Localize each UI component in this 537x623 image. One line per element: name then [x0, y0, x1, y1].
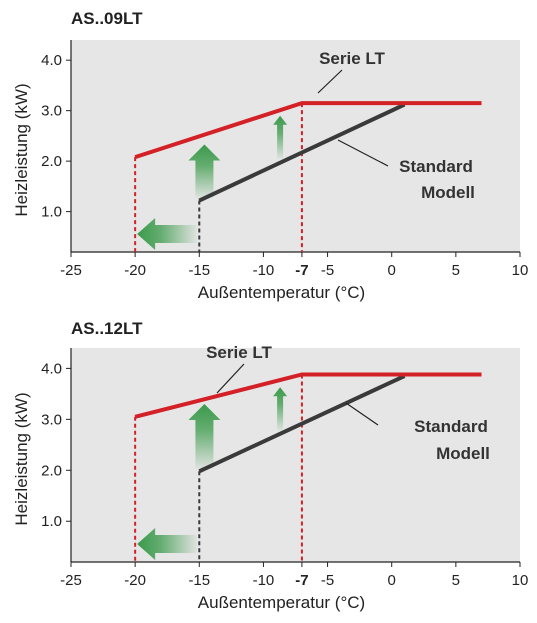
improvement-left-arrow: [137, 528, 197, 560]
plot-area-1: [71, 40, 520, 252]
annotation-modell: Modell: [436, 444, 490, 463]
x-tick-label: -10: [253, 262, 275, 279]
series-serie-lt-line: [134, 101, 482, 160]
y-axis-label: Heizleistung (kW): [12, 83, 31, 216]
x-tick-label-highlight: -7: [295, 572, 308, 589]
x-tick-label: 0: [388, 262, 396, 279]
x-tick-label: -20: [124, 572, 146, 589]
y-tick-label: 4.0: [41, 360, 62, 377]
x-axis-label: Außentemperatur (°C): [198, 593, 365, 612]
y-tick-label: 3.0: [41, 411, 62, 428]
annotation-serie-lt-leader: [216, 363, 245, 394]
improvement-up-arrow-small: [273, 115, 288, 159]
x-tick-label: -25: [60, 572, 82, 589]
annotation-serie-lt-leader: [317, 69, 343, 94]
x-tick-label: -15: [188, 572, 210, 589]
chart-title-2: AS..12LT: [71, 319, 143, 338]
annotation-serie-lt: Serie LT: [206, 343, 272, 362]
x-tick-label: 0: [388, 572, 396, 589]
series-standard-modell-line: [198, 374, 406, 474]
y-tick-label: 1.0: [41, 513, 62, 530]
annotation-standard-leader: [345, 402, 379, 426]
annotation-standard-leader: [337, 139, 389, 167]
chart-title-1: AS..09LT: [71, 9, 143, 28]
series-serie-lt-line: [134, 372, 482, 419]
series-standard-modell-line: [198, 102, 406, 203]
annotation-standard: Standard: [414, 417, 488, 436]
improvement-up-arrow-large: [188, 144, 221, 198]
improvement-up-arrow-small: [273, 387, 288, 431]
y-tick-label: 3.0: [41, 103, 62, 120]
x-tick-label: 10: [512, 262, 529, 279]
annotation-modell: Modell: [421, 183, 475, 202]
x-tick-label: -15: [188, 262, 210, 279]
y-tick-label: 2.0: [41, 153, 62, 170]
annotation-serie-lt: Serie LT: [319, 49, 385, 68]
plot-area-2: [71, 348, 520, 562]
x-tick-label: 10: [512, 572, 529, 589]
y-tick-label: 1.0: [41, 204, 62, 221]
x-tick-label: 5: [452, 262, 460, 279]
x-tick-label: 5: [452, 572, 460, 589]
annotation-standard: Standard: [399, 157, 473, 176]
x-tick-label: -20: [124, 262, 146, 279]
improvement-left-arrow: [137, 218, 197, 250]
improvement-up-arrow-large: [188, 404, 221, 469]
x-tick-label-highlight: -7: [295, 262, 308, 279]
y-tick-label: 4.0: [41, 52, 62, 69]
x-axis-label: Außentemperatur (°C): [198, 283, 365, 302]
y-axis-label: Heizleistung (kW): [12, 392, 31, 525]
x-tick-label: -5: [321, 262, 334, 279]
x-tick-label: -25: [60, 262, 82, 279]
y-tick-label: 2.0: [41, 462, 62, 479]
x-tick-label: -5: [321, 572, 334, 589]
x-tick-label: -10: [253, 572, 275, 589]
